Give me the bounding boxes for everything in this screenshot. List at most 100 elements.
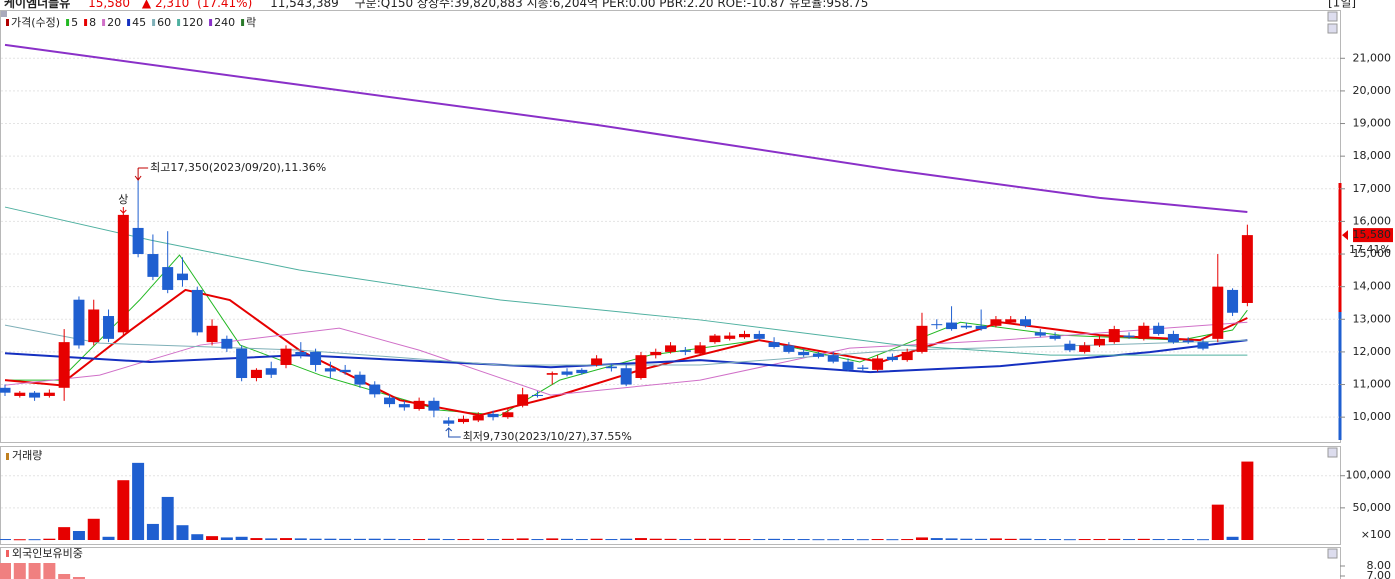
candle-body	[354, 374, 366, 385]
candle-body	[117, 214, 129, 333]
legend-swatch	[127, 19, 131, 26]
panel-button[interactable]	[1, 11, 7, 17]
bar	[13, 539, 26, 541]
bar	[161, 496, 174, 540]
panel-button[interactable]	[1327, 548, 1338, 559]
candle-body	[29, 392, 41, 398]
bar	[634, 538, 647, 540]
bar	[0, 563, 11, 579]
bar	[457, 539, 470, 541]
stock-name: 케이엠더블유	[4, 0, 70, 10]
candle-body	[1064, 343, 1076, 351]
candle-body	[990, 319, 1002, 326]
candle-body	[310, 351, 322, 365]
bar	[975, 538, 988, 540]
bar	[827, 539, 840, 541]
candle-body	[1212, 286, 1224, 339]
bar	[72, 531, 85, 540]
bar	[398, 539, 411, 541]
legend-swatch	[6, 453, 9, 460]
candle-body	[384, 397, 396, 405]
bar	[1137, 538, 1150, 540]
bar	[442, 539, 455, 541]
bar	[723, 538, 736, 540]
candle-body	[546, 373, 558, 375]
bar	[58, 574, 71, 579]
candle-body	[709, 335, 721, 343]
bar	[102, 536, 115, 540]
period[interactable]: [1일]	[1328, 0, 1356, 10]
candle-body	[1079, 345, 1091, 352]
bar	[176, 525, 189, 540]
bar	[516, 538, 529, 540]
panel-button[interactable]	[1327, 23, 1338, 34]
candle-body	[783, 345, 795, 352]
candle-body	[857, 367, 869, 369]
candle-body	[1049, 335, 1061, 339]
candle-body	[221, 338, 233, 349]
y-tick-label: 18,000	[1353, 149, 1392, 162]
bar	[220, 537, 233, 540]
y-tick-label: 15,000	[1353, 247, 1392, 260]
bar	[191, 534, 204, 540]
candle-body	[561, 371, 573, 375]
bar	[368, 538, 381, 540]
candle-body	[620, 368, 632, 385]
candle-body	[1197, 342, 1209, 349]
bar	[413, 539, 426, 541]
panel-button[interactable]	[1327, 11, 1338, 22]
candle-body	[191, 289, 203, 333]
bar	[901, 539, 914, 541]
y-tick-label: 8.00	[1367, 559, 1392, 572]
candle-body	[931, 324, 943, 326]
bar	[915, 537, 928, 540]
annotation-arrow	[134, 167, 149, 181]
bar	[1019, 538, 1032, 540]
moving-average	[4, 43, 1248, 213]
info: 구분:Q150 상장수:39,820,883 시총:6,204억 PER:0.0…	[355, 0, 869, 10]
bar	[43, 563, 56, 579]
bar	[871, 539, 884, 541]
candle-body	[339, 369, 351, 373]
candle-body	[960, 325, 972, 328]
legend-label: 240	[214, 16, 235, 29]
legend-label: 45	[132, 16, 146, 29]
bar	[531, 539, 544, 541]
legend-label: 120	[182, 16, 203, 29]
candle-body	[250, 369, 262, 379]
candle-body	[472, 415, 484, 421]
candle-body	[1227, 289, 1239, 313]
legend-label: 8	[89, 16, 96, 29]
panel-button[interactable]	[1327, 447, 1338, 458]
bar	[782, 539, 795, 541]
candle-body	[591, 358, 603, 365]
bar	[842, 539, 855, 541]
legend-swatch	[209, 19, 213, 26]
bar	[708, 538, 721, 540]
y-tick-label: 12,000	[1353, 345, 1392, 358]
candle-body	[1020, 319, 1032, 326]
bar	[324, 538, 337, 540]
bar	[960, 538, 973, 540]
bar	[768, 538, 781, 540]
bar	[679, 539, 692, 541]
bar	[265, 538, 278, 540]
bar	[1078, 539, 1091, 541]
bar	[13, 563, 26, 579]
bar	[309, 538, 322, 540]
y-tick-label: 7.00	[1367, 569, 1392, 579]
candle-body	[1123, 335, 1135, 338]
bar	[1063, 539, 1076, 541]
bar	[1182, 539, 1195, 541]
bar	[235, 536, 248, 540]
candle-body	[1241, 235, 1253, 303]
legend-swatch	[6, 19, 9, 26]
candle-body	[635, 355, 647, 379]
candle-body	[487, 413, 499, 418]
candle-body	[827, 355, 839, 362]
bar	[989, 538, 1002, 540]
bar	[339, 538, 352, 540]
bar	[1196, 539, 1209, 541]
bar	[575, 539, 588, 541]
legend-swatch	[66, 19, 70, 26]
